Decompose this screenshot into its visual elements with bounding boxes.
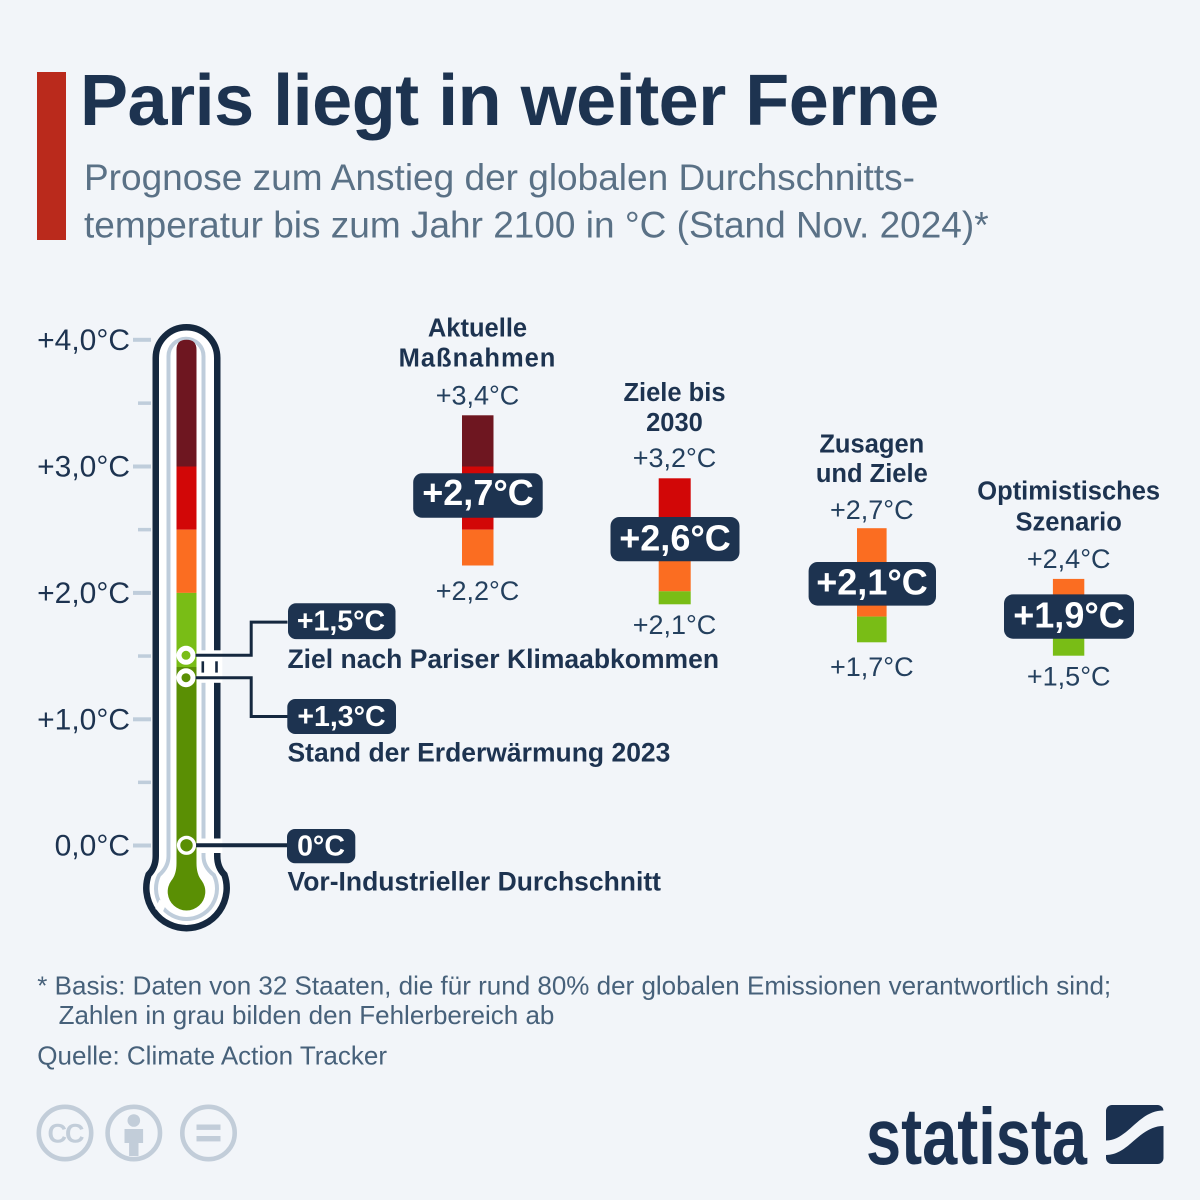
svg-text:+2,0°C: +2,0°C [37, 577, 130, 610]
svg-text:+1,5°C: +1,5°C [297, 606, 385, 638]
svg-text:temperatur bis zum Jahr 2100 i: temperatur bis zum Jahr 2100 in °C (Stan… [84, 205, 989, 246]
svg-text:+3,4°C: +3,4°C [436, 381, 520, 411]
svg-text:+1,3°C: +1,3°C [297, 701, 385, 733]
svg-text:+2,1°C: +2,1°C [633, 610, 717, 640]
svg-text:+4,0°C: +4,0°C [37, 324, 130, 357]
svg-text:Zusagen: Zusagen [819, 431, 924, 459]
svg-text:Ziele bis: Ziele bis [623, 379, 725, 407]
svg-text:Optimistisches: Optimistisches [977, 478, 1160, 506]
svg-text:statista: statista [866, 1092, 1087, 1181]
svg-text:Maßnahmen: Maßnahmen [399, 345, 557, 373]
svg-text:Vor-Industrieller Durchschnitt: Vor-Industrieller Durchschnitt [288, 867, 662, 897]
svg-text:+1,9°C: +1,9°C [1013, 595, 1124, 636]
svg-text:Aktuelle: Aktuelle [428, 315, 527, 343]
svg-text:Quelle: Climate Action Tracker: Quelle: Climate Action Tracker [37, 1041, 387, 1071]
svg-text:+3,2°C: +3,2°C [633, 443, 717, 473]
svg-text:+1,7°C: +1,7°C [830, 652, 914, 682]
svg-text:Ziel nach Pariser Klimaabkomme: Ziel nach Pariser Klimaabkommen [288, 644, 720, 674]
svg-text:CC: CC [48, 1119, 84, 1149]
svg-text:0,0°C: 0,0°C [55, 830, 130, 863]
svg-text:0°C: 0°C [297, 830, 345, 862]
svg-text:+3,0°C: +3,0°C [37, 451, 130, 484]
svg-text:+2,1°C: +2,1°C [816, 562, 927, 603]
svg-text:+2,4°C: +2,4°C [1027, 544, 1111, 574]
svg-text:Stand der Erderwärmung 2023: Stand der Erderwärmung 2023 [288, 738, 671, 768]
svg-text:Szenario: Szenario [1016, 509, 1122, 537]
svg-text:+2,7°C: +2,7°C [422, 472, 533, 513]
svg-text:2030: 2030 [646, 409, 703, 437]
svg-text:und Ziele: und Ziele [816, 460, 928, 488]
svg-text:Prognose zum Anstieg der globa: Prognose zum Anstieg der globalen Durchs… [84, 157, 915, 198]
svg-text:* Basis: Daten von 32 Staaten,: * Basis: Daten von 32 Staaten, die für r… [37, 970, 1111, 1000]
svg-text:Paris liegt in weiter Ferne: Paris liegt in weiter Ferne [80, 61, 939, 141]
svg-text:+2,6°C: +2,6°C [619, 518, 730, 559]
svg-text:Zahlen in grau bilden den Fehl: Zahlen in grau bilden den Fehlerbereich … [59, 1000, 555, 1030]
svg-text:+2,2°C: +2,2°C [436, 576, 520, 606]
svg-text:+1,0°C: +1,0°C [37, 703, 130, 736]
svg-text:+1,5°C: +1,5°C [1027, 662, 1111, 692]
svg-text:+2,7°C: +2,7°C [830, 495, 914, 525]
